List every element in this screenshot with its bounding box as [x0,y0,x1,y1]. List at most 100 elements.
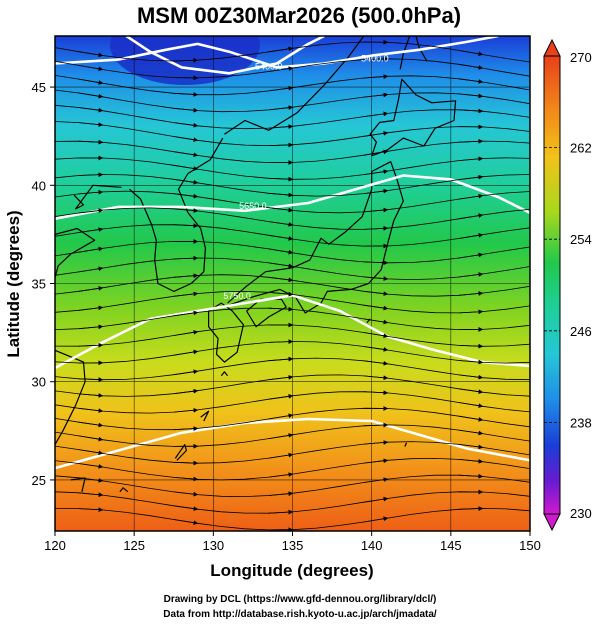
streamline-arrow [173,388,199,395]
streamline-arrow [458,193,484,200]
contour-label: 5750.0 [223,291,251,301]
colorbar-lower-cap [543,513,561,532]
coastline [73,184,122,210]
streamline-arrow [268,374,294,381]
contour-labels: 5400.0 5400.0 5650.0 5750.0 [223,54,388,302]
y-tick-label: 45 [32,80,46,95]
x-tick-label: 130 [202,538,224,553]
streamline-arrow [173,460,199,466]
streamline-arrow [458,272,484,278]
coastline [119,487,129,493]
streamline-arrow [78,227,104,233]
colorbar-ticks: 270 262 254 246 238 230 [544,50,592,521]
streamline-arrow [173,164,199,171]
streamline-arrow [78,393,104,398]
streamline-arrow [268,142,294,148]
streamline-arrow [363,390,389,396]
streamline-arrow [458,156,484,162]
streamline-arrow [268,509,294,515]
colorbar-tick-label: 254 [570,232,592,247]
colorbar: 270 262 254 246 238 230 [543,38,592,532]
streamline-arrow [458,63,484,70]
coastline [224,36,365,135]
streamline-arrow [363,207,389,213]
streamline-arrow [268,46,294,53]
coastline [415,36,428,62]
streamline-arrow [268,221,294,227]
streamline-arrow [363,346,389,352]
streamline-arrow [173,151,199,158]
streamline-arrow [78,208,104,214]
streamline-arrow [268,207,294,213]
streamline-arrow [173,369,199,376]
streamline-arrow [268,393,294,400]
contour-label: 5400.0 [361,54,389,64]
streamline-arrow [268,452,294,459]
streamline-arrow [363,440,389,445]
y-tick-label: 35 [32,277,46,292]
streamline-arrow [78,492,104,498]
streamline-arrow [173,519,199,526]
map-title: MSM 00Z30Mar2026 (500.0hPa) [137,3,461,28]
streamline-arrow [173,178,199,185]
coastline [200,410,210,422]
streamline-arrow [363,74,389,79]
streamline-arrow [78,407,104,414]
streamline-arrow [458,174,484,180]
colorbar-upper-cap [543,38,561,57]
streamline-arrow [363,304,389,311]
streamline-arrow [363,169,389,175]
streamline-arrow [363,375,389,381]
y-tick-label: 25 [32,473,46,488]
streamline-arrow [458,506,484,511]
streamline-arrow [268,413,294,420]
y-axis-label: Latitude (degrees) [4,210,23,357]
streamline-arrow [268,248,294,255]
streamline-arrow [268,176,294,182]
grid-lines [55,36,530,531]
streamline-arrow [458,93,484,99]
streamline-arrow [458,252,484,259]
streamline-arrow [268,472,294,478]
streamline-arrow [78,507,104,513]
streamline-arrow [173,193,199,199]
streamline-arrow [78,266,104,273]
coastline [174,444,187,461]
streamline-arrow [458,309,484,315]
y-tick-label: 40 [32,178,46,193]
streamline-arrow [173,310,199,317]
streamline-arrow [363,422,389,428]
y-tick-label: 30 [32,375,46,390]
streamline-arrow [268,105,294,111]
streamline-arrow [458,108,484,114]
streamline-arrow [458,473,484,479]
streamline-arrow [173,107,199,113]
streamline-arrow [78,246,104,253]
streamline-arrow [268,291,294,297]
streamline-arrow [173,291,199,297]
coastline [399,36,411,70]
streamline-arrow [363,458,389,464]
y-axis-ticks: 25 30 35 40 45 [32,80,55,488]
credit-data: Data from http://database.rish.kyoto-u.a… [163,609,437,620]
streamline-arrow [78,324,104,330]
streamline-arrow [268,124,294,129]
streamline-arrow [78,449,104,456]
streamline-arrow [458,232,484,239]
streamline-arrow [173,407,199,413]
colorbar-tick-label: 270 [570,50,592,65]
colorbar-tick-label: 262 [570,141,592,156]
streamline-arrow [458,388,484,395]
streamline-arrow [363,276,389,281]
credit-drawing: Drawing by DCL (https://www.gfd-dennou.o… [164,594,437,605]
colorbar-gradient [543,55,561,515]
streamline-arrow [458,343,484,349]
coastline [369,78,457,157]
streamline-arrow [458,415,484,422]
streamline-arrow [363,318,389,325]
height-contour [125,36,325,75]
streamline-arrow [173,57,199,63]
streamline-arrow [268,262,294,269]
streamline-arrow [363,290,389,297]
